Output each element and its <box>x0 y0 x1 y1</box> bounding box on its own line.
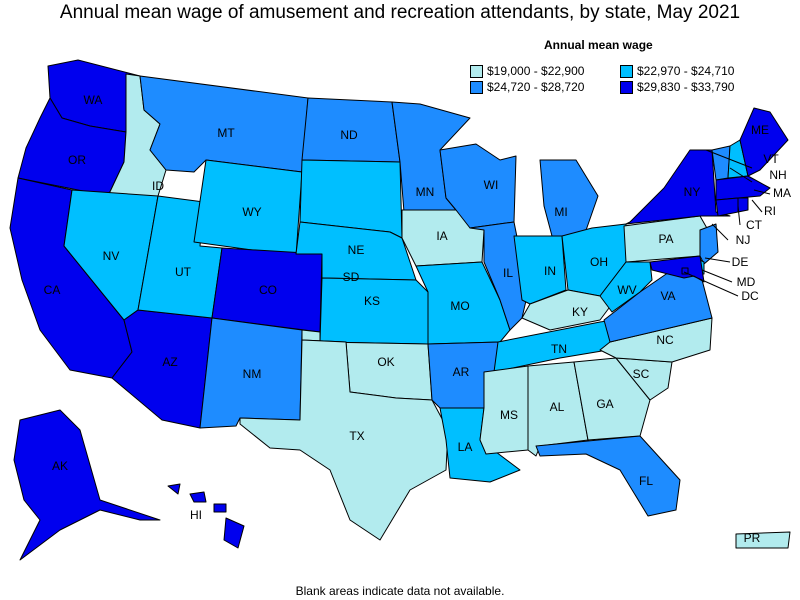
state-label-ca: CA <box>44 283 61 297</box>
state-label-wi: WI <box>484 178 499 192</box>
legend-label-4: $29,830 - $33,790 <box>637 80 735 94</box>
state-mt <box>139 75 309 173</box>
state-label-mn: MN <box>416 185 435 199</box>
state-ct <box>715 197 739 217</box>
state-label-pa: PA <box>658 232 673 246</box>
state-label-ar: AR <box>453 365 470 379</box>
state-label-dc: DC <box>741 289 759 303</box>
state-label-nm: NM <box>243 367 262 381</box>
state-label-md: MD <box>737 275 756 289</box>
state-label-vt: VT <box>763 152 779 166</box>
state-label-ky: KY <box>572 305 588 319</box>
state-ma <box>715 175 771 201</box>
state-tx <box>239 339 449 541</box>
state-label-ny: NY <box>684 185 701 199</box>
state-mi <box>539 159 599 237</box>
state-label-sd: SD <box>343 270 360 284</box>
state-label-oh: OH <box>590 255 608 269</box>
state-label-ak: AK <box>52 459 68 473</box>
state-label-ct: CT <box>746 218 763 232</box>
state-label-mi: MI <box>554 205 567 219</box>
legend-item-1: $19,000 - $22,900 <box>470 64 620 78</box>
state-label-tn: TN <box>551 342 567 356</box>
state-label-co: CO <box>259 283 277 297</box>
legend-label-1: $19,000 - $22,900 <box>487 64 585 78</box>
state-label-de: DE <box>732 255 749 269</box>
legend-label-3: $24,720 - $28,720 <box>487 80 585 94</box>
state-ga <box>573 357 651 441</box>
state-label-fl: FL <box>639 474 653 488</box>
legend-swatch-3 <box>470 80 483 94</box>
state-label-il: IL <box>503 266 513 280</box>
state-label-mt: MT <box>217 126 235 140</box>
state-ny <box>625 149 731 225</box>
state-az <box>111 309 213 429</box>
state-mo <box>415 261 511 345</box>
state-ks <box>319 277 429 345</box>
state-label-wv: WV <box>617 283 636 297</box>
state-label-wa: WA <box>84 93 103 107</box>
legend-item-4: $29,830 - $33,790 <box>620 80 770 94</box>
state-ak <box>13 409 161 561</box>
state-fl <box>535 435 681 517</box>
state-label-nc: NC <box>656 333 674 347</box>
state-label-ks: KS <box>364 294 380 308</box>
state-label-wy: WY <box>242 205 261 219</box>
state-label-nd: ND <box>340 128 358 142</box>
legend-label-2: $22,970 - $24,710 <box>637 64 735 78</box>
state-label-mo: MO <box>450 299 469 313</box>
legend-swatch-2 <box>620 64 633 78</box>
state-label-ga: GA <box>596 397 613 411</box>
state-label-ut: UT <box>175 265 192 279</box>
state-label-pr: PR <box>744 531 761 545</box>
legend-swatch-4 <box>620 80 633 94</box>
state-vt <box>711 145 731 181</box>
legend-swatch-1 <box>470 64 483 78</box>
state-label-ok: OK <box>377 355 394 369</box>
state-label-in: IN <box>544 264 556 278</box>
map-title: Annual mean wage of amusement and recrea… <box>59 2 741 23</box>
legend-title: Annual mean wage <box>544 38 653 52</box>
state-label-va: VA <box>660 289 675 303</box>
state-label-ms: MS <box>500 408 518 422</box>
state-label-ma: MA <box>773 186 791 200</box>
footnote: Blank areas indicate data not available. <box>295 584 505 598</box>
state-label-me: ME <box>751 123 769 137</box>
legend: Annual mean wage $19,000 - $22,900 $22,9… <box>470 38 770 94</box>
state-label-la: LA <box>458 440 473 454</box>
state-label-hi: HI <box>190 508 202 522</box>
state-label-nv: NV <box>103 249 120 263</box>
state-label-al: AL <box>550 400 565 414</box>
state-ri <box>737 197 749 213</box>
state-label-nh: NH <box>769 168 786 182</box>
state-label-nj: NJ <box>736 233 751 247</box>
state-label-ri: RI <box>764 204 776 218</box>
state-label-az: AZ <box>162 355 177 369</box>
state-label-tx: TX <box>349 429 364 443</box>
state-nj <box>699 223 719 265</box>
legend-item-3: $24,720 - $28,720 <box>470 80 620 94</box>
state-label-sc: SC <box>633 367 650 381</box>
state-label-ia: IA <box>436 229 447 243</box>
state-label-or: OR <box>68 153 86 167</box>
state-hi <box>167 483 245 549</box>
state-pr <box>735 531 791 549</box>
state-label-id: ID <box>152 179 164 193</box>
state-label-ne: NE <box>348 243 365 257</box>
legend-item-2: $22,970 - $24,710 <box>620 64 770 78</box>
